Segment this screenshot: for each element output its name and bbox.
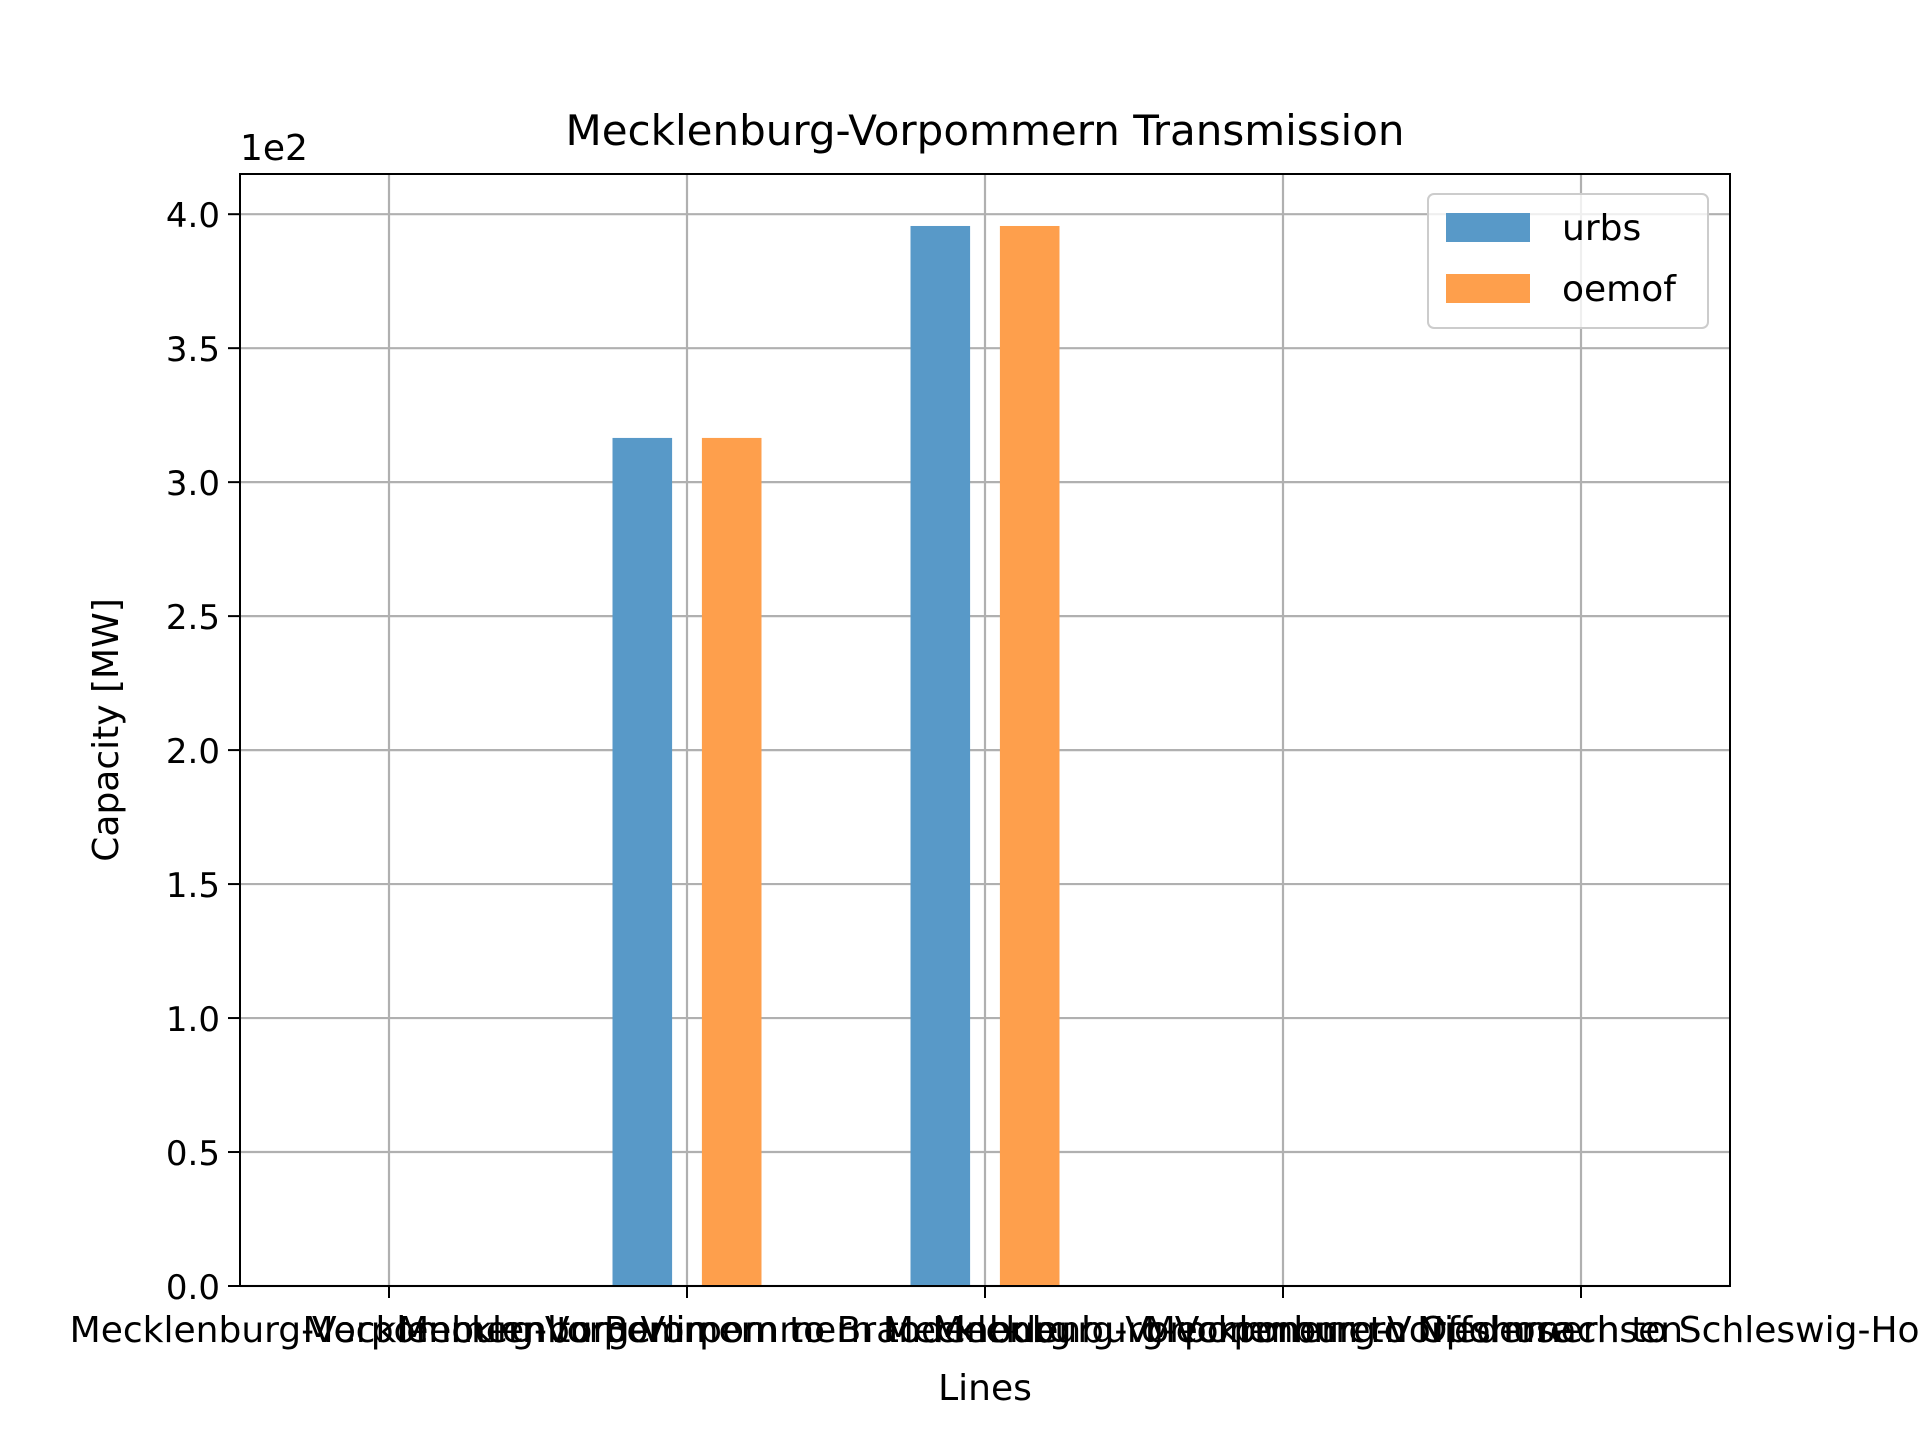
x-tick-label: Mecklenburg-Vorpommern to Mecklenburg-Vo… [398, 1310, 1572, 1351]
legend: urbs oemof [1427, 193, 1709, 329]
bar-urbs [910, 225, 971, 1286]
legend-label-urbs: urbs [1562, 208, 1641, 249]
y-tick-label: 0.5 [166, 1134, 220, 1174]
x-ticks: Mecklenburg-Vorpommern to BerlinMecklenb… [70, 1286, 1920, 1351]
grid [240, 174, 1730, 1288]
y-tick-label: 1.5 [166, 866, 220, 906]
legend-label-oemof: oemof [1562, 269, 1677, 310]
x-tick-label: Mecklenburg-Vorpommern to Brandenburg [302, 1310, 1071, 1351]
x-tick-label: Mecklenburg-Vorpommern to Schleswig-Hols… [1145, 1310, 1920, 1351]
y-axis-label: Capacity [MW] [86, 598, 127, 862]
legend-swatch-oemof [1446, 274, 1530, 303]
x-tick-label: Mecklenburg-Vorpommern to Berlin [70, 1310, 709, 1351]
bar-urbs [612, 437, 673, 1287]
chart-title: Mecklenburg-Vorpommern Transmission [565, 106, 1404, 155]
x-tick-label: Mecklenburg-Vorpommern to Niedersachsen [883, 1310, 1683, 1351]
y-tick-label: 4.0 [166, 196, 220, 236]
y-offset-text: 1e2 [240, 128, 308, 169]
y-tick-label: 3.5 [166, 330, 220, 370]
y-tick-label: 1.0 [166, 1000, 220, 1040]
legend-swatch-urbs [1446, 213, 1530, 242]
y-tick-label: 3.0 [166, 464, 220, 504]
bar-oemof [701, 437, 762, 1287]
y-tick-label: 2.0 [166, 732, 220, 772]
x-axis-label: Lines [938, 1368, 1032, 1409]
y-ticks: 0.0 0.5 1.0 1.5 2.0 2.5 3.0 3.5 4.0 [166, 196, 240, 1308]
bars [612, 225, 1060, 1287]
y-tick-label: 0.0 [166, 1268, 220, 1308]
bar-oemof [999, 225, 1060, 1286]
y-tick-label: 2.5 [166, 598, 220, 638]
